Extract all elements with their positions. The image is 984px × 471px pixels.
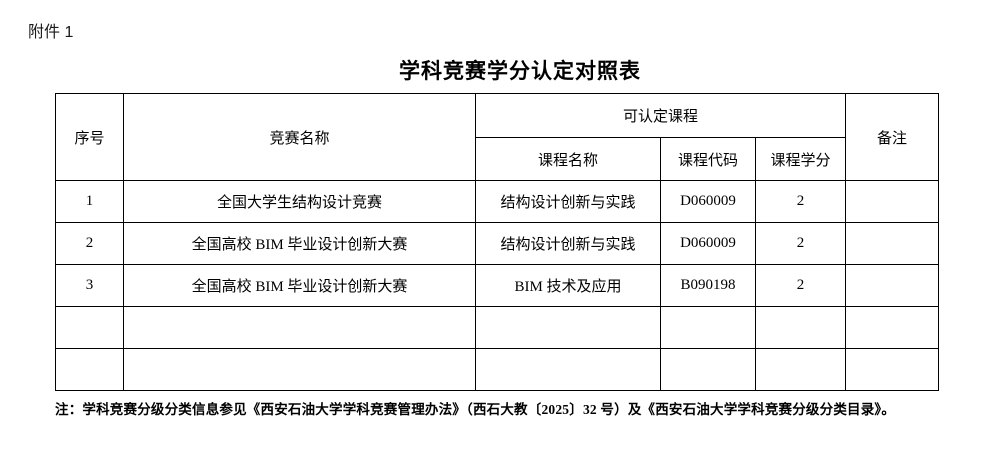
- cell-credit: 2: [755, 180, 846, 223]
- table-row: 1 全国大学生结构设计竞赛 结构设计创新与实践 D060009 2: [55, 180, 939, 223]
- table-header-row-2: 课程名称 课程代码 课程学分: [56, 137, 939, 181]
- header-course-code: 课程代码: [660, 137, 756, 181]
- cell-course-name: [475, 306, 661, 349]
- cell-serial: 1: [55, 180, 124, 223]
- table-header-row-1: 序号 竞赛名称 可认定课程 备注: [55, 93, 939, 181]
- cell-serial: 2: [55, 222, 124, 265]
- header-competition-name: 竞赛名称: [123, 93, 476, 181]
- cell-course-code: [660, 306, 756, 349]
- cell-competition: 全国高校 BIM 毕业设计创新大赛: [123, 264, 476, 307]
- cell-remark: [845, 306, 939, 349]
- table-row: 2 全国高校 BIM 毕业设计创新大赛 结构设计创新与实践 D060009 2: [55, 222, 939, 265]
- header-course-credit: 课程学分: [755, 137, 846, 181]
- cell-credit: [755, 306, 846, 349]
- table-footnote: 注：学科竞赛分级分类信息参见《西安石油大学学科竞赛管理办法》（西石大教〔2025…: [55, 402, 896, 417]
- cell-course-code: D060009: [660, 222, 756, 265]
- cell-remark: [845, 222, 939, 265]
- attachment-label: 附件 1: [28, 24, 74, 41]
- cell-competition: 全国高校 BIM 毕业设计创新大赛: [123, 222, 476, 265]
- credit-recognition-table: 序号 竞赛名称 可认定课程 备注 课程名称 课程代码 课程学分 1 全国大学生结…: [55, 93, 939, 391]
- cell-competition: 全国大学生结构设计竞赛: [123, 180, 476, 223]
- cell-course-code: D060009: [660, 180, 756, 223]
- cell-course-name: [475, 348, 661, 391]
- cell-course-code: [660, 348, 756, 391]
- cell-competition: [123, 348, 476, 391]
- cell-serial: 3: [55, 264, 124, 307]
- header-remarks: 备注: [845, 93, 939, 181]
- table-row-empty: [55, 348, 939, 391]
- header-course-name: 课程名称: [475, 137, 661, 181]
- cell-remark: [845, 180, 939, 223]
- table-row: 3 全国高校 BIM 毕业设计创新大赛 BIM 技术及应用 B090198 2: [55, 264, 939, 307]
- header-recognizable-courses: 可认定课程: [475, 93, 846, 138]
- cell-remark: [845, 264, 939, 307]
- cell-credit: [755, 348, 846, 391]
- cell-competition: [123, 306, 476, 349]
- cell-remark: [845, 348, 939, 391]
- cell-course-code: B090198: [660, 264, 756, 307]
- cell-course-name: 结构设计创新与实践: [475, 180, 661, 223]
- cell-serial: [55, 306, 124, 349]
- page-title: 学科竞赛学分认定对照表: [399, 59, 641, 83]
- cell-credit: 2: [755, 222, 846, 265]
- cell-credit: 2: [755, 264, 846, 307]
- header-serial: 序号: [55, 93, 124, 181]
- cell-course-name: 结构设计创新与实践: [475, 222, 661, 265]
- cell-course-name: BIM 技术及应用: [475, 264, 661, 307]
- cell-serial: [55, 348, 124, 391]
- table-row-empty: [55, 306, 939, 349]
